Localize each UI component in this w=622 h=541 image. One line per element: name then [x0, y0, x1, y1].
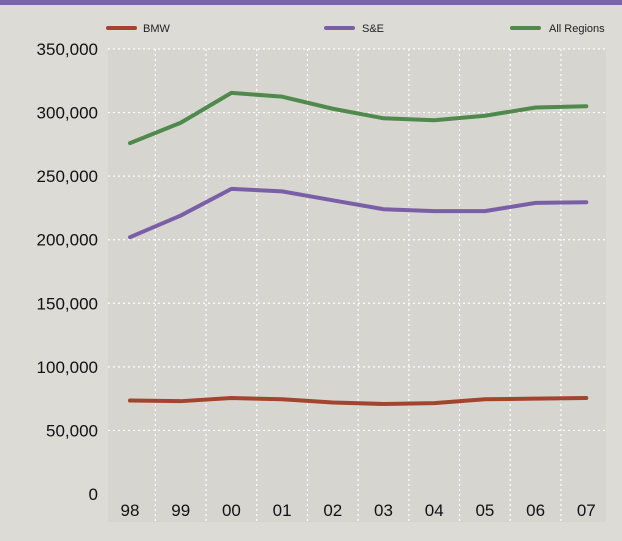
y-tick-label: 50,000: [46, 421, 98, 440]
data-point: [382, 207, 385, 211]
data-point: [331, 400, 335, 404]
x-tick-label: 03: [374, 501, 393, 520]
data-point: [432, 118, 436, 122]
series-line-s-e: [128, 186, 589, 240]
x-tick-label: 99: [171, 501, 190, 520]
series-lines: [128, 90, 589, 406]
data-point: [584, 104, 588, 108]
series-line-bmw: [128, 396, 589, 406]
data-point: [179, 121, 183, 125]
data-point: [534, 201, 538, 205]
data-point: [280, 95, 284, 99]
y-tick-label: 100,000: [37, 358, 98, 377]
plot-area: [108, 49, 606, 522]
x-axis-ticks: 98 99 00 01 02 03 04 05 06 07: [121, 501, 596, 520]
y-tick-label: 200,000: [37, 231, 98, 250]
data-point: [229, 187, 233, 191]
x-tick-label: 05: [475, 501, 494, 520]
data-point: [382, 116, 385, 120]
data-point: [128, 235, 132, 239]
x-tick-label: 02: [323, 501, 342, 520]
data-point: [280, 189, 284, 193]
data-point: [331, 107, 335, 111]
data-point: [432, 209, 436, 213]
data-point: [483, 209, 487, 213]
legend-label: BMW: [143, 23, 171, 35]
data-point: [534, 105, 538, 109]
legend-label: All Regions: [549, 23, 605, 35]
grid-lines: [108, 48, 606, 522]
data-point: [382, 402, 385, 406]
data-point: [128, 399, 132, 403]
data-point: [179, 399, 183, 403]
series-line-all-regions: [128, 90, 589, 146]
x-tick-label: 04: [425, 501, 444, 520]
data-point: [584, 200, 588, 204]
data-point: [534, 397, 538, 401]
y-tick-label: 350,000: [37, 40, 98, 59]
data-point: [229, 91, 233, 95]
x-tick-label: 07: [577, 501, 596, 520]
y-tick-label: 0: [89, 485, 98, 504]
data-point: [229, 396, 233, 400]
data-point: [280, 397, 284, 401]
legend: BMW S&E All Regions: [106, 23, 605, 35]
y-tick-label: 250,000: [37, 167, 98, 186]
x-tick-label: 01: [273, 501, 292, 520]
x-tick-label: 00: [222, 501, 241, 520]
data-point: [483, 397, 487, 401]
x-tick-label: 98: [121, 501, 140, 520]
legend-label: S&E: [362, 23, 384, 35]
y-tick-label: 150,000: [37, 294, 98, 313]
data-point: [331, 198, 335, 202]
data-point: [128, 141, 132, 145]
data-point: [432, 401, 436, 405]
y-axis-ticks: 0 50,000 100,000 150,000 200,000 250,000 300,0…: [37, 40, 98, 504]
x-tick-label: 06: [526, 501, 545, 520]
data-point: [584, 396, 588, 400]
data-point: [179, 214, 183, 218]
y-tick-label: 300,000: [37, 104, 98, 123]
top-accent-bar: [0, 0, 622, 5]
data-point: [483, 114, 487, 118]
